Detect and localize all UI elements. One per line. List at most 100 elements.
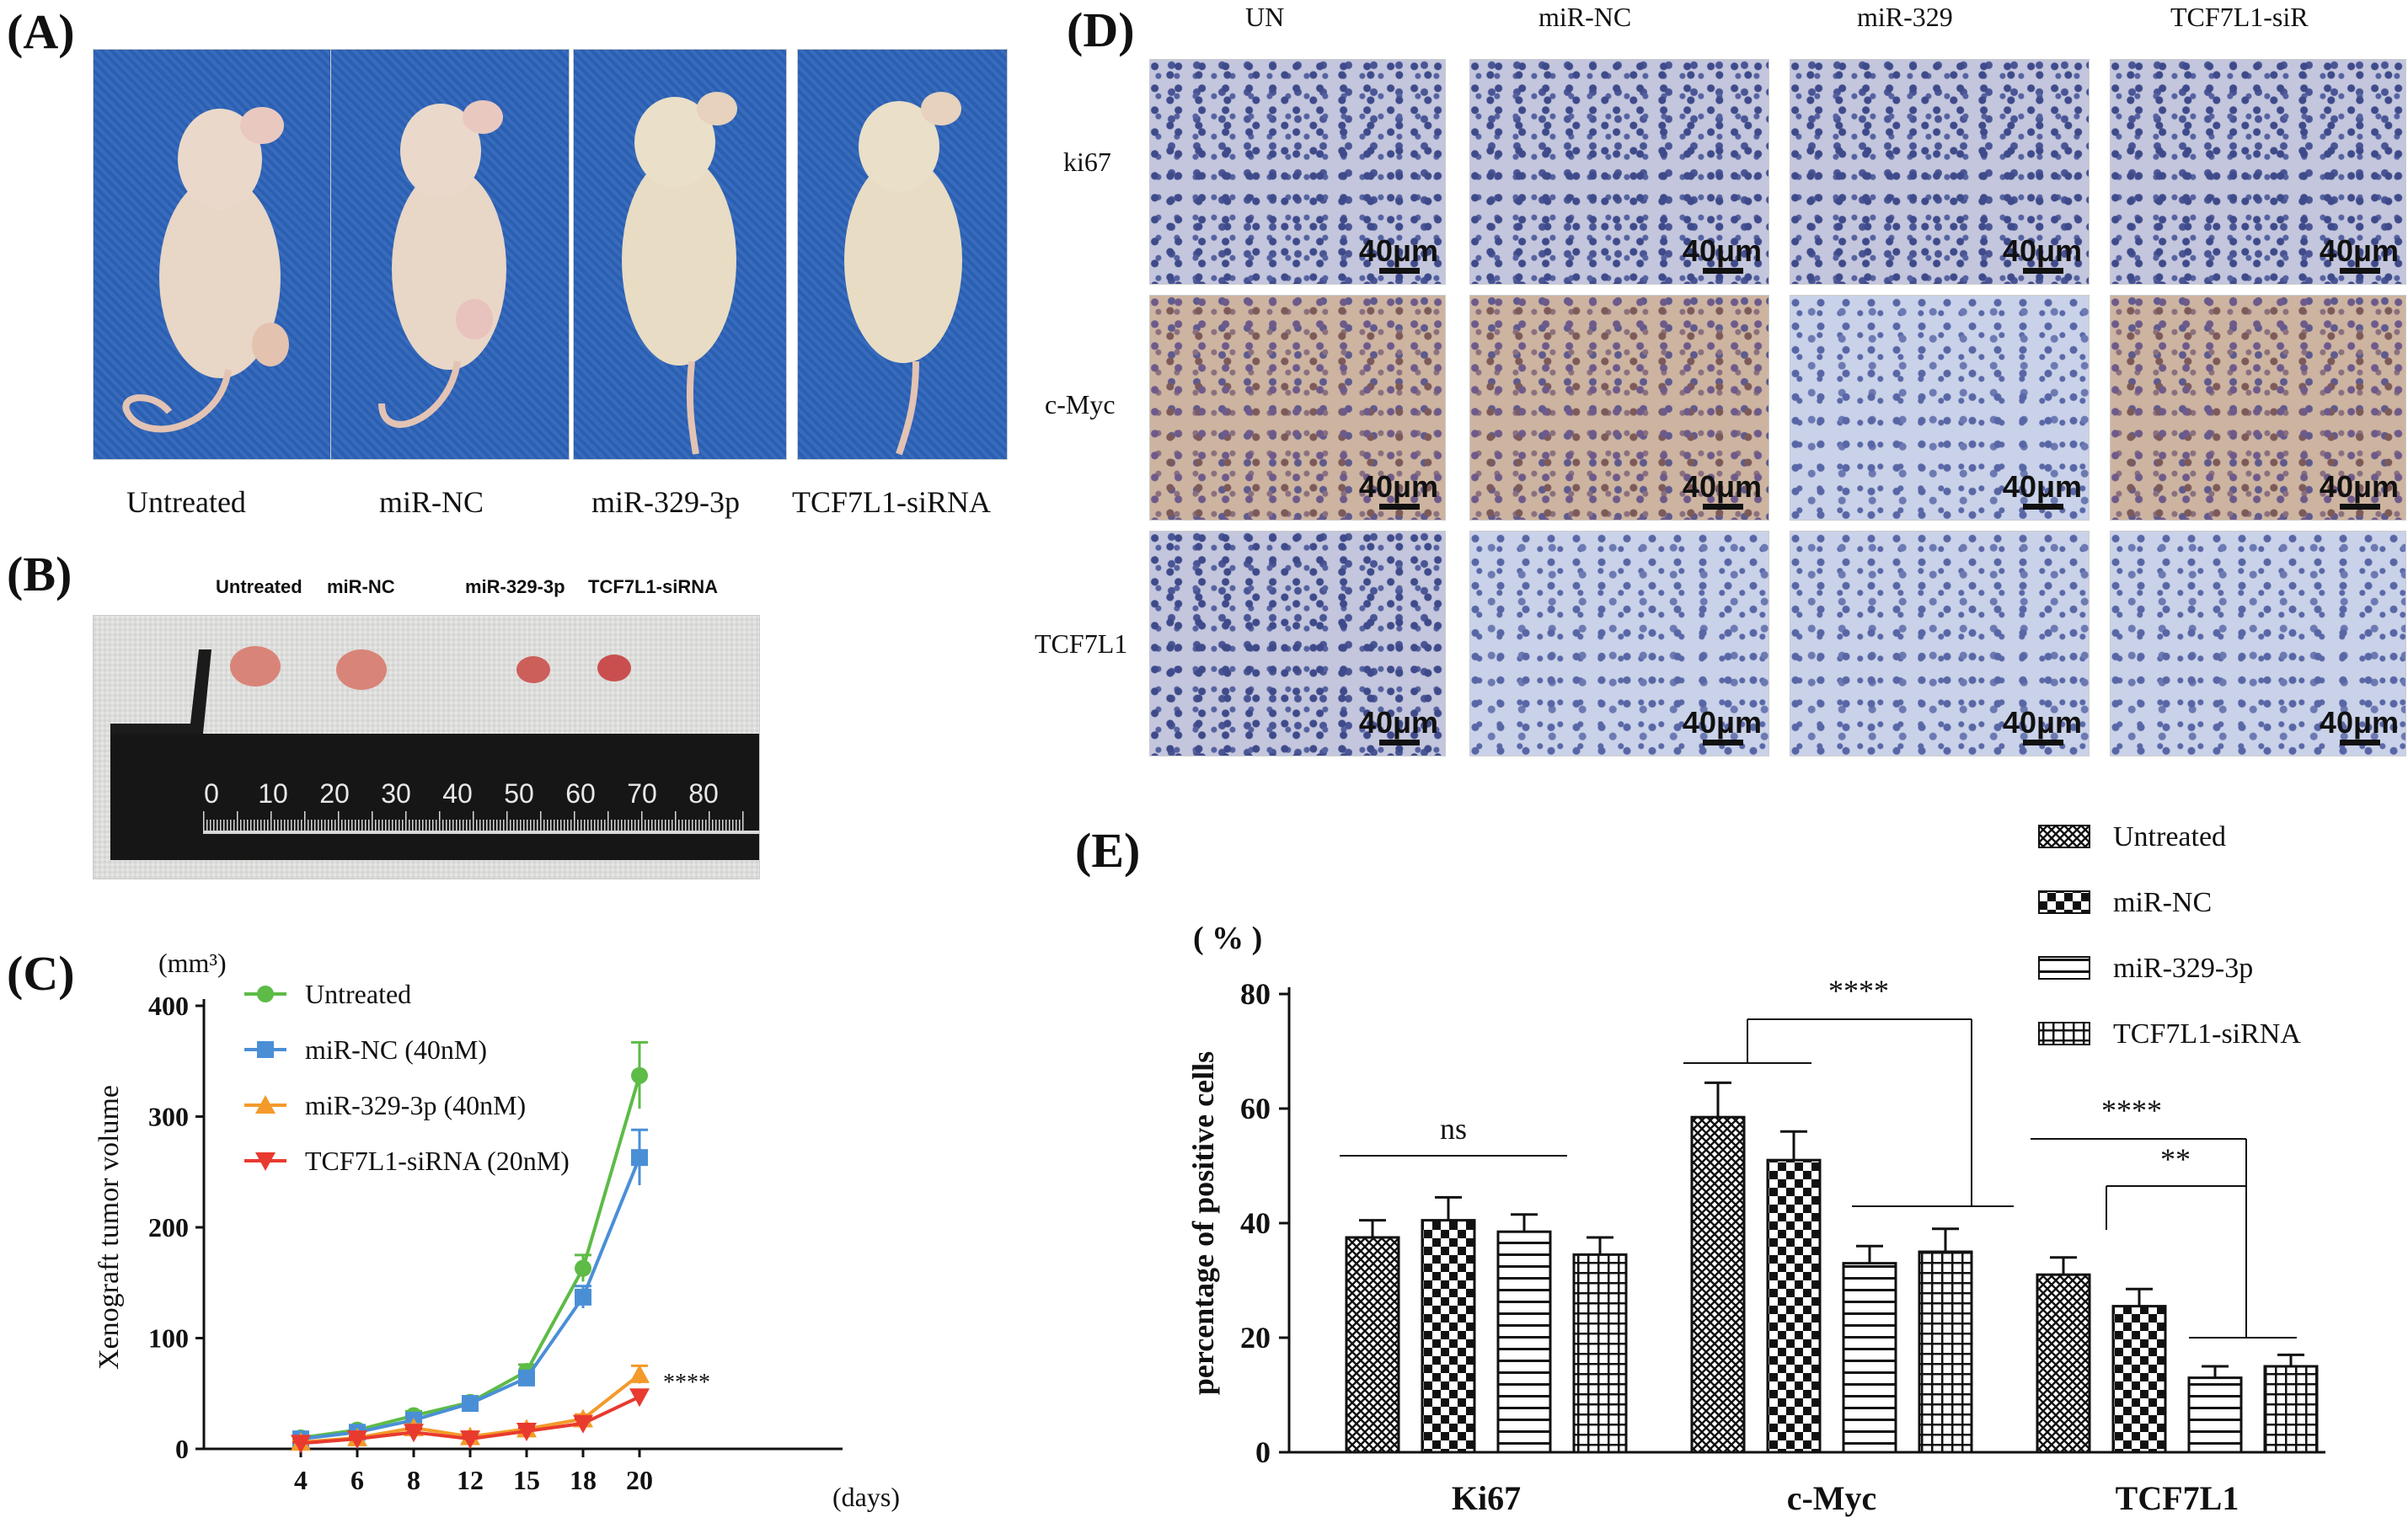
- mouse-caption: TCF7L1-siRNA: [792, 485, 992, 519]
- legend-marker: [255, 1152, 276, 1171]
- ruler-tick: [277, 820, 279, 831]
- ruler-tick: [297, 820, 299, 831]
- bar: [1690, 1115, 1746, 1454]
- legend-label: miR-NC (40nM): [305, 1034, 487, 1065]
- ruler-tick: [729, 820, 730, 831]
- data-point: [291, 1435, 311, 1454]
- y-tick-label: 60: [1240, 1092, 1271, 1125]
- ruler-tick: [351, 820, 353, 831]
- ruler-tick: [388, 820, 390, 831]
- tumor-photo: 0 10 20 30 40 50 60 70 80: [93, 615, 760, 879]
- ihc-image: 40μm: [1469, 531, 1769, 756]
- ruler-tick: [422, 820, 424, 831]
- ruler-tick: [274, 820, 276, 831]
- ruler-tick: [368, 820, 370, 831]
- ruler-tick: [473, 811, 474, 831]
- ruler-tick: [206, 820, 208, 831]
- series-line: [300, 1075, 641, 1440]
- ihc-image: 40μm: [2110, 59, 2406, 285]
- bar: [2263, 1365, 2319, 1454]
- ruler-tick: [719, 820, 720, 831]
- scale-bar-label: 40μm: [2002, 705, 2082, 740]
- ihc-column-header: TCF7L1-siR: [2170, 2, 2309, 32]
- ruler-tick: [324, 820, 326, 831]
- x-unit-label: (days): [832, 1482, 900, 1512]
- ruler-tick: [291, 820, 292, 831]
- data-point: [573, 1414, 593, 1434]
- x-tick-label: 4: [294, 1465, 308, 1495]
- scale-bar-label: 40μm: [1682, 233, 1762, 268]
- ihc-image: 40μm: [1790, 295, 2090, 521]
- ruler-tick: [503, 820, 505, 831]
- bar: [1918, 1250, 1973, 1454]
- x-tick-label: 8: [407, 1465, 420, 1495]
- ruler-tick: [419, 820, 420, 831]
- ruler-tick: [294, 820, 296, 831]
- ruler-tick: [395, 820, 397, 831]
- ruler-tick: [574, 811, 575, 831]
- panel-label-d: (D): [1067, 3, 1135, 57]
- data-point: [575, 1259, 591, 1277]
- scale-bar: [1703, 504, 1743, 510]
- ruler-tick: [287, 820, 289, 831]
- x-tick-label: 15: [513, 1465, 540, 1495]
- ruler-tick: [240, 820, 242, 831]
- ruler-tick: [375, 820, 377, 831]
- ruler-tick: [223, 820, 225, 831]
- ruler-tick: [496, 820, 498, 831]
- legend-label: miR-329-3p: [2113, 953, 2253, 984]
- ihc-column-header: UN: [1245, 2, 1285, 32]
- ihc-image: 40μm: [1790, 531, 2090, 756]
- ruler-tick: [685, 820, 687, 831]
- ihc-row-label: TCF7L1: [1035, 628, 1128, 659]
- ruler-tick: [250, 820, 252, 831]
- scale-bar: [1379, 268, 1420, 274]
- ruler-tick: [466, 820, 468, 831]
- mouse-photo-mir-nc: [330, 49, 570, 460]
- ruler-tick: [385, 820, 387, 831]
- ruler-tick: [409, 820, 410, 831]
- ihc-image: 40μm: [1790, 59, 2090, 285]
- x-tick-label: 20: [626, 1465, 653, 1495]
- ruler-tick: [516, 820, 518, 831]
- ruler-tick: [506, 811, 508, 831]
- bar: [2187, 1376, 2243, 1454]
- ruler-tick: [348, 820, 350, 831]
- ihc-image: 40μm: [2110, 531, 2406, 756]
- ruler-tick: [577, 820, 579, 831]
- ruler-tick-label: 50: [504, 778, 534, 809]
- ruler-tick: [372, 811, 373, 831]
- category-label: TCF7L1: [2116, 1479, 2239, 1517]
- ruler-tick: [543, 820, 545, 831]
- ruler-tick: [429, 820, 431, 831]
- data-point: [347, 1430, 367, 1450]
- ruler-tick: [621, 820, 623, 831]
- ruler-tick-label: 60: [565, 778, 596, 809]
- tumor-label: miR-329-3p: [465, 576, 565, 597]
- ruler-tick: [527, 820, 528, 831]
- ruler-tick: [668, 820, 670, 831]
- ruler-tick: [722, 820, 724, 831]
- scale-bar: [2340, 268, 2380, 274]
- ihc-image: 40μm: [1469, 295, 1769, 521]
- ruler-tick: [358, 820, 360, 831]
- ruler-tick: [655, 820, 656, 831]
- category-label: Ki67: [1452, 1479, 1521, 1517]
- ruler-tick: [624, 820, 626, 831]
- ruler-tick: [672, 820, 673, 831]
- ruler-tick: [695, 820, 697, 831]
- ihc-image: 40μm: [1149, 295, 1446, 521]
- ruler-tick: [537, 820, 538, 831]
- ruler-tick: [405, 811, 407, 831]
- ruler-tick: [490, 820, 491, 831]
- panel-label-c: (C): [7, 946, 75, 1001]
- ruler-tick: [651, 820, 653, 831]
- y-tick-label: 400: [148, 991, 189, 1021]
- mouse-photo-untreated: [93, 49, 344, 460]
- mouse-illustration: [122, 107, 289, 433]
- data-point: [631, 1066, 648, 1084]
- data-point: [516, 1422, 537, 1441]
- ihc-column-header: miR-NC: [1538, 2, 1632, 32]
- legend-label: TCF7L1-siRNA (20nM): [305, 1146, 570, 1176]
- ruler-tick: [267, 820, 269, 831]
